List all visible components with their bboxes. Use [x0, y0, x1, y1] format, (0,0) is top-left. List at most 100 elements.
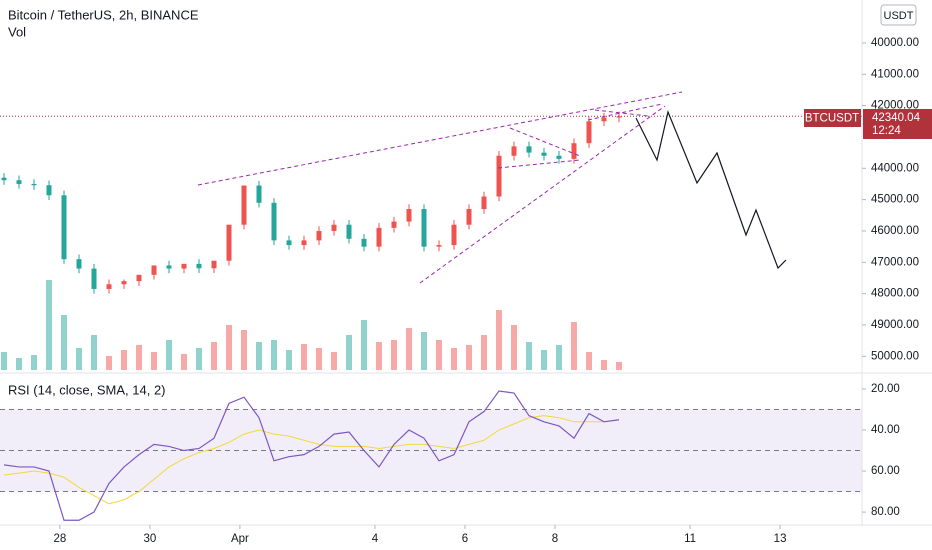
candle-body	[76, 259, 82, 269]
volume-bar	[241, 330, 247, 370]
y-tick-label: 41000.00	[871, 68, 919, 80]
currency-label[interactable]: USDT	[884, 10, 914, 22]
volume-bar	[121, 350, 127, 370]
volume-bar	[106, 356, 112, 370]
symbol-label: BTCUSDT	[805, 113, 859, 125]
volume-bar	[316, 348, 322, 370]
y-tick-label: 46000.00	[871, 225, 919, 237]
candle-body	[466, 209, 472, 225]
volume-bar	[166, 340, 172, 370]
y2-tick-label: 20.00	[871, 383, 900, 395]
candle-body	[451, 224, 457, 246]
volume-bar	[511, 325, 517, 370]
y-tick-label: 50000.00	[871, 350, 919, 362]
volume-bar	[601, 360, 607, 370]
volume-bar	[496, 310, 502, 370]
candle-body	[121, 281, 127, 285]
volume-bar	[331, 352, 337, 370]
candle-body	[511, 146, 517, 156]
candle-body	[496, 155, 502, 197]
y-tick-label: 45000.00	[871, 194, 919, 206]
candle-body	[16, 180, 22, 184]
candle-body	[526, 146, 532, 153]
volume-bar	[301, 344, 307, 370]
y2-tick-label: 80.00	[871, 506, 900, 518]
volume-bar	[616, 362, 622, 370]
volume-bar	[376, 342, 382, 370]
candle-body	[601, 117, 607, 122]
currency-badge[interactable]	[880, 4, 917, 26]
y2-tick-label: 40.00	[871, 424, 900, 436]
y-tick-label: 49000.00	[871, 319, 919, 331]
candle-body	[376, 227, 382, 247]
volume-bar	[76, 348, 82, 370]
candle-body	[106, 284, 112, 289]
volume-bar	[391, 340, 397, 370]
last-price-label: 42340.04	[872, 112, 921, 124]
candle-body	[301, 240, 307, 246]
volume-bar	[421, 332, 427, 370]
trend-line	[419, 105, 666, 284]
volume-bar	[406, 328, 412, 370]
candle-body	[91, 268, 97, 289]
plot-area	[0, 111, 862, 521]
candle-body	[616, 116, 622, 118]
volume-bar	[451, 348, 457, 370]
candle-body	[46, 185, 52, 196]
volume-bar	[1, 352, 7, 370]
trend-line	[594, 109, 649, 117]
candle-body	[181, 263, 187, 269]
x-tick-label: 13	[774, 533, 787, 545]
rsi-line	[3, 390, 620, 521]
candle-body	[391, 221, 397, 228]
volume-bar	[541, 350, 547, 370]
candle-body	[436, 245, 442, 247]
candle-body	[571, 143, 577, 159]
candle-body	[1, 177, 7, 181]
candle-body	[196, 263, 202, 269]
candle-body	[211, 260, 217, 269]
candle-body	[256, 185, 262, 203]
candle-body	[421, 209, 427, 247]
volume-bar	[346, 335, 352, 370]
x-tick-label: 28	[53, 533, 66, 545]
candle-body	[331, 224, 337, 231]
x-tick-label: 6	[462, 533, 468, 545]
volume-bar	[526, 342, 532, 370]
candle-body	[541, 152, 547, 156]
volume-bar	[571, 322, 577, 370]
candle-body	[151, 265, 157, 275]
rsi-sma-line	[3, 415, 620, 505]
x-tick-label: Apr	[231, 533, 249, 545]
candle-body	[556, 155, 562, 159]
volume-bar	[181, 354, 187, 370]
candle-body	[61, 195, 67, 260]
volume-bar	[466, 345, 472, 370]
volume-bar	[286, 350, 292, 370]
volume-bar	[61, 315, 67, 370]
candle-body	[481, 196, 487, 210]
candle-body	[31, 183, 37, 186]
rsi-label: RSI (14, close, SMA, 14, 2)	[8, 382, 166, 397]
volume-label: Vol	[8, 24, 26, 39]
candle-body	[271, 202, 277, 241]
trend-line	[587, 103, 663, 121]
trend-line	[509, 127, 581, 157]
trend-lines	[197, 91, 683, 284]
volume-bar	[16, 358, 22, 370]
candle-body	[316, 230, 322, 241]
y-tick-label: 48000.00	[871, 288, 919, 300]
volume-bar	[436, 340, 442, 370]
x-tick-label: 4	[372, 533, 379, 545]
y-tick-label: 47000.00	[871, 256, 919, 268]
volume-bar	[481, 335, 487, 370]
candle-body	[406, 209, 412, 222]
volume-bar	[361, 320, 367, 370]
candle-body	[226, 224, 232, 261]
volume-bar	[271, 340, 277, 370]
y2-tick-label: 60.00	[871, 465, 900, 477]
last-price-tag	[863, 109, 932, 139]
volume-bar	[586, 352, 592, 370]
